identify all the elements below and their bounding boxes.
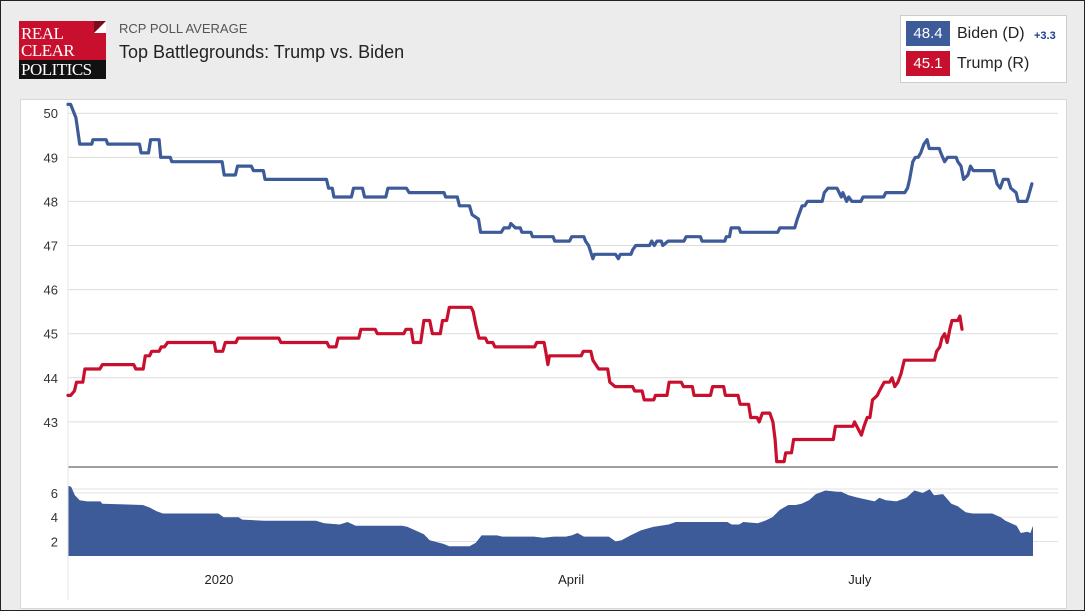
series-line-trump — [66, 305, 964, 464]
legend-biden-spread: +3.3 — [1034, 30, 1056, 42]
logo-line-2: CLEAR — [21, 41, 75, 60]
legend-biden-name: Biden (D) — [957, 25, 1025, 42]
series-line-biden — [66, 102, 1034, 261]
logo-line-1: REAL — [21, 24, 64, 43]
y-tick-label: 44 — [44, 371, 58, 386]
x-tick-label: July — [848, 572, 872, 587]
spread-tick-label: 6 — [51, 486, 58, 501]
y-tick-label: 43 — [44, 415, 58, 430]
chart-kicker: RCP POLL AVERAGE — [119, 21, 248, 36]
spread-tick-label: 4 — [51, 510, 58, 525]
legend-box: 48.4 Biden (D) +3.3 45.1 Trump (R) — [900, 15, 1067, 83]
y-tick-label: 47 — [44, 239, 58, 254]
y-tick-label: 45 — [44, 327, 58, 342]
logo-line-3: POLITICS — [19, 60, 106, 79]
legend-biden-value: 48.4 — [906, 21, 950, 46]
legend-trump-value: 45.1 — [906, 51, 950, 76]
x-tick-label: 2020 — [204, 572, 233, 587]
y-tick-label: 48 — [44, 194, 58, 209]
y-tick-label: 49 — [44, 150, 58, 165]
logo-fold — [94, 21, 106, 33]
chart-title: Top Battlegrounds: Trump vs. Biden — [119, 42, 405, 62]
spread-area — [68, 485, 1033, 556]
rcp-logo[interactable]: REAL CLEAR POLITICS — [19, 21, 106, 79]
legend-trump-name: Trump (R) — [957, 55, 1030, 72]
y-tick-label: 50 — [44, 106, 58, 121]
y-tick-label: 46 — [44, 283, 58, 298]
x-tick-label: April — [558, 572, 584, 587]
spread-tick-label: 2 — [51, 534, 58, 549]
